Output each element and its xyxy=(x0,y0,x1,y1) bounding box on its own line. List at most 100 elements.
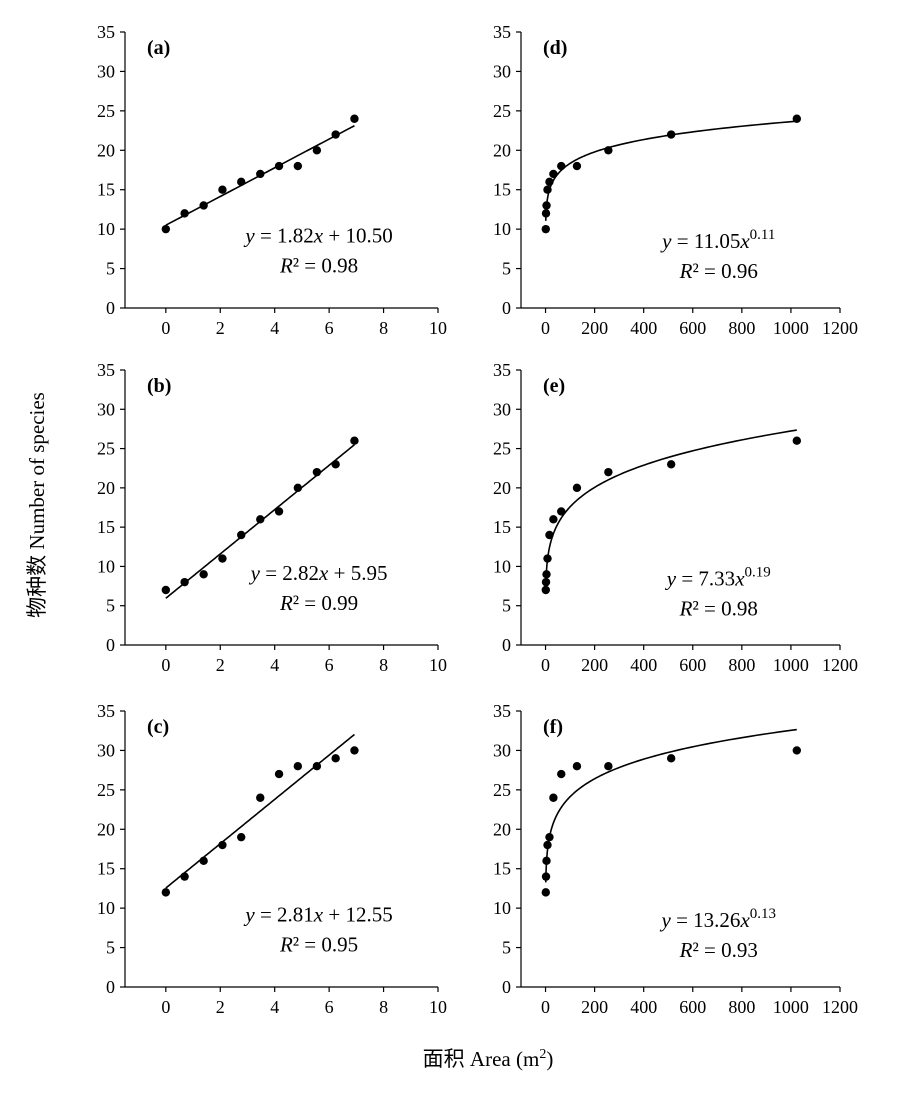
equation-y: y xyxy=(665,566,677,590)
r-squared: R² = 0.99 xyxy=(279,591,358,615)
y-tick-label: 25 xyxy=(97,101,115,121)
data-point xyxy=(237,832,246,842)
y-tick-label: 0 xyxy=(502,635,511,655)
data-point xyxy=(545,177,554,187)
x-tick-label: 200 xyxy=(581,997,608,1017)
y-tick-label: 35 xyxy=(97,701,115,721)
x-tick-label: 6 xyxy=(325,318,334,338)
y-tick-label: 20 xyxy=(97,819,115,839)
panel-label: (f) xyxy=(543,716,563,738)
data-point xyxy=(557,161,566,171)
y-tick-label: 25 xyxy=(493,101,511,121)
data-point xyxy=(541,224,550,234)
equation-exponent: 0.11 xyxy=(750,227,776,243)
data-point xyxy=(557,769,566,779)
y-tick-label: 20 xyxy=(493,140,511,160)
r-squared: R² = 0.95 xyxy=(279,933,358,957)
x-tick-label: 400 xyxy=(630,655,657,675)
panel-label: (c) xyxy=(147,716,169,738)
y-tick-label: 25 xyxy=(493,780,511,800)
equation-coef: = 2.82 xyxy=(260,561,319,585)
r-squared-value: ² = 0.98 xyxy=(692,596,757,620)
equation: y = 1.82x + 10.50 xyxy=(243,224,392,248)
y-tick-label: 5 xyxy=(106,596,115,616)
data-point xyxy=(604,762,613,771)
panel-b: 0 5 10 15 20 25 30 35 0 2 4 6 8 10 (b) y = 2.82x + 5.95… xyxy=(97,360,447,675)
y-tick-label: 10 xyxy=(493,219,511,239)
data-point xyxy=(331,130,340,139)
equation-y: y xyxy=(660,229,672,253)
r-squared-symbol: R xyxy=(679,596,693,620)
equation-x: x xyxy=(318,561,329,585)
r-squared-symbol: R xyxy=(279,591,293,615)
y-tick-label: 20 xyxy=(97,140,115,160)
x-tick-label: 2 xyxy=(216,318,225,338)
data-point xyxy=(237,530,246,540)
data-point xyxy=(543,185,552,194)
y-tick-label: 15 xyxy=(493,517,511,537)
equation-intercept: + 5.95 xyxy=(328,561,387,585)
x-tick-label: 6 xyxy=(325,655,334,675)
data-point xyxy=(256,793,265,802)
y-tick-label: 35 xyxy=(493,22,511,42)
x-tick-label: 400 xyxy=(630,997,657,1017)
y-tick-label: 5 xyxy=(106,259,115,279)
x-tick-label: 4 xyxy=(270,997,279,1017)
data-point xyxy=(541,577,551,587)
x-tick-label: 600 xyxy=(679,997,706,1017)
data-point xyxy=(792,114,802,123)
r-squared-value: ² = 0.95 xyxy=(293,933,358,957)
y-tick-label: 10 xyxy=(493,556,511,576)
data-point xyxy=(557,507,566,516)
panel-label: (b) xyxy=(147,375,171,397)
equation-x: x xyxy=(734,566,745,590)
x-tick-label: 600 xyxy=(679,655,706,675)
data-point xyxy=(541,888,550,897)
equation-coef: = 7.33 xyxy=(676,566,735,590)
y-tick-label: 25 xyxy=(97,439,115,459)
data-point xyxy=(312,467,322,477)
panel-d: 0 5 10 15 20 25 30 35 0 200 400 600 800 1000 1200 (d) y … xyxy=(493,22,858,338)
x-tick-label: 0 xyxy=(161,655,170,675)
r-squared-symbol: R xyxy=(679,259,693,283)
data-point xyxy=(293,483,303,493)
data-point xyxy=(293,762,303,771)
data-point xyxy=(572,762,582,771)
equation-y: y xyxy=(249,561,261,585)
fit-line xyxy=(544,728,797,883)
y-tick-label: 30 xyxy=(493,399,511,419)
equation: y = 2.81x + 12.55 xyxy=(243,903,392,927)
y-tick-label: 35 xyxy=(493,701,511,721)
equation-coef: = 13.26 xyxy=(671,908,741,932)
r-squared-value: ² = 0.96 xyxy=(692,259,757,283)
data-point xyxy=(161,224,171,234)
r-squared: R² = 0.93 xyxy=(679,938,758,962)
equation-x: x xyxy=(313,903,324,927)
r-squared-value: ² = 0.93 xyxy=(692,938,757,962)
y-axis-title: 物种数 Number of species xyxy=(25,392,49,618)
data-point xyxy=(350,746,359,755)
y-tick-label: 20 xyxy=(493,478,511,498)
equation-coef: = 1.82 xyxy=(255,224,314,248)
x-tick-label: 10 xyxy=(429,655,447,675)
data-point xyxy=(545,832,554,842)
equation-intercept: + 12.55 xyxy=(323,903,393,927)
x-tick-label: 0 xyxy=(541,318,550,338)
y-tick-label: 5 xyxy=(502,259,511,279)
y-tick-label: 15 xyxy=(493,180,511,200)
x-tick-label: 1000 xyxy=(773,655,809,675)
equation: y = 2.82x + 5.95 xyxy=(249,561,388,585)
data-point xyxy=(199,201,208,210)
y-tick-label: 30 xyxy=(97,61,115,81)
y-tick-label: 35 xyxy=(97,360,115,380)
data-point xyxy=(543,840,552,850)
y-tick-label: 0 xyxy=(502,298,511,318)
data-point xyxy=(604,146,613,155)
x-tick-label: 200 xyxy=(581,318,608,338)
x-tick-label: 8 xyxy=(379,997,388,1017)
y-tick-label: 15 xyxy=(97,517,115,537)
data-point xyxy=(274,507,284,516)
x-tick-label: 200 xyxy=(581,655,608,675)
data-point xyxy=(293,161,303,171)
equation-x: x xyxy=(739,908,750,932)
